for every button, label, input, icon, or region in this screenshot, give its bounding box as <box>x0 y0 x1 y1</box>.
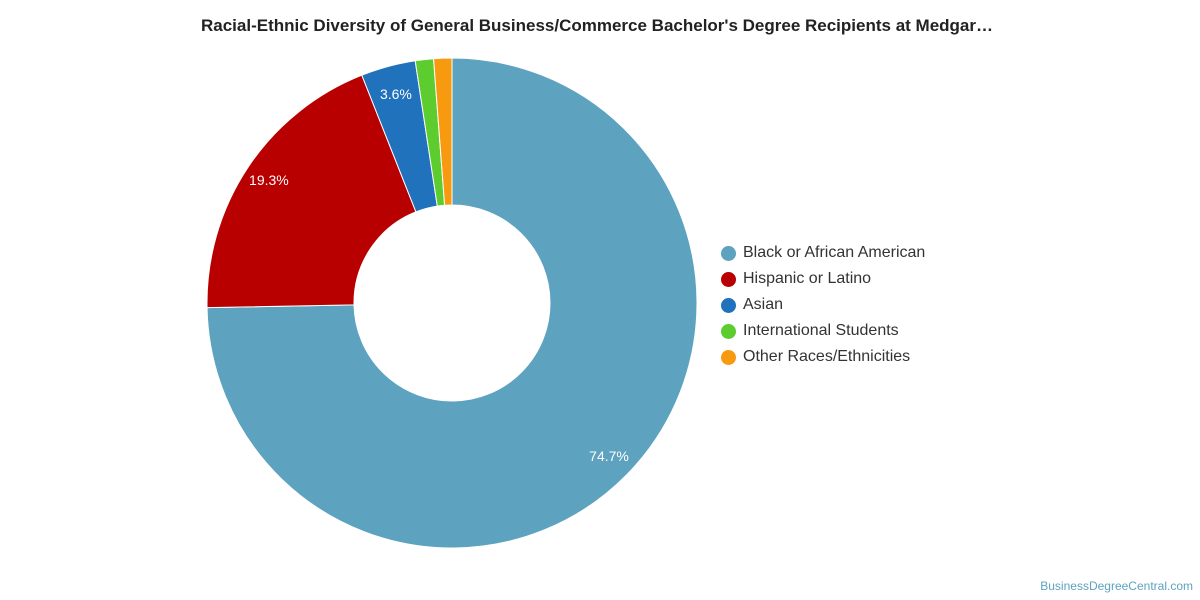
chart-legend: Black or African American Hispanic or Lat… <box>721 240 925 370</box>
legend-swatch <box>721 245 736 261</box>
slice-other-races-ethnicities[interactable] <box>433 57 453 206</box>
chart-title: Racial-Ethnic Diversity of General Busin… <box>201 16 993 35</box>
legend-label: Other Races/Ethnicities <box>743 348 911 365</box>
legend-item-hispanic-or-latino[interactable]: Hispanic or Latino <box>721 266 925 292</box>
legend-label: Asian <box>743 296 784 313</box>
donut-slices <box>206 57 698 549</box>
legend-swatch <box>721 297 736 313</box>
legend-label: International Students <box>743 322 899 339</box>
slice-black-or-african-american[interactable] <box>206 57 698 549</box>
data-label-asian: 3.6% <box>380 86 412 102</box>
legend-swatch <box>721 349 736 365</box>
legend-swatch <box>721 271 736 287</box>
legend-item-asian[interactable]: Asian <box>721 292 925 318</box>
legend-item-black-or-african-american[interactable]: Black or African American <box>721 240 925 266</box>
slice-hispanic-or-latino[interactable] <box>206 74 417 309</box>
legend-item-other-races-ethnicities[interactable]: Other Races/Ethnicities <box>721 344 925 370</box>
data-label-black-or-african-american: 74.7% <box>589 448 629 464</box>
legend-swatch <box>721 323 736 339</box>
footer-credit[interactable]: BusinessDegreeCentral.com <box>1040 579 1193 593</box>
data-label-hispanic-or-latino: 19.3% <box>249 172 289 188</box>
donut-data-labels: 74.7% 19.3% 3.6% <box>249 86 629 464</box>
legend-label: Black or African American <box>743 244 926 261</box>
legend-label: Hispanic or Latino <box>743 270 872 287</box>
legend-item-international-students[interactable]: International Students <box>721 318 925 344</box>
